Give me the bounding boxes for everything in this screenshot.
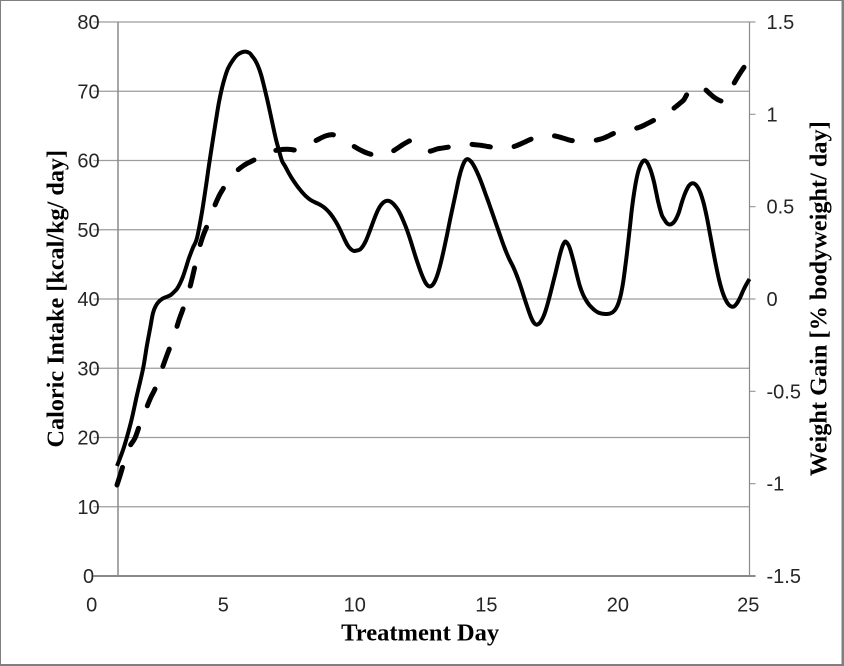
svg-text:Caloric Intake [kcal/kg/ day]: Caloric Intake [kcal/kg/ day]: [44, 150, 70, 448]
svg-text:10: 10: [77, 497, 99, 519]
svg-text:0: 0: [86, 595, 97, 617]
svg-text:1.5: 1.5: [767, 12, 795, 34]
svg-text:20: 20: [77, 428, 99, 450]
svg-text:15: 15: [475, 595, 497, 617]
svg-text:70: 70: [77, 81, 99, 103]
svg-text:0.5: 0.5: [767, 197, 795, 219]
svg-text:60: 60: [77, 151, 99, 173]
svg-text:Treatment Day: Treatment Day: [341, 621, 499, 647]
svg-text:0: 0: [83, 566, 94, 588]
svg-text:10: 10: [344, 595, 366, 617]
svg-text:Weight Gain [% bodyweight/ day: Weight Gain [% bodyweight/ day]: [807, 121, 833, 476]
svg-text:50: 50: [77, 220, 99, 242]
svg-text:0: 0: [767, 289, 778, 311]
svg-text:25: 25: [737, 595, 759, 617]
svg-text:30: 30: [77, 358, 99, 380]
svg-text:-0.5: -0.5: [767, 381, 801, 403]
svg-text:80: 80: [77, 12, 99, 34]
svg-text:-1.5: -1.5: [767, 566, 801, 588]
svg-text:-1: -1: [767, 474, 785, 496]
svg-text:5: 5: [218, 595, 229, 617]
svg-text:20: 20: [607, 595, 629, 617]
svg-text:1: 1: [767, 104, 778, 126]
svg-text:40: 40: [77, 289, 99, 311]
